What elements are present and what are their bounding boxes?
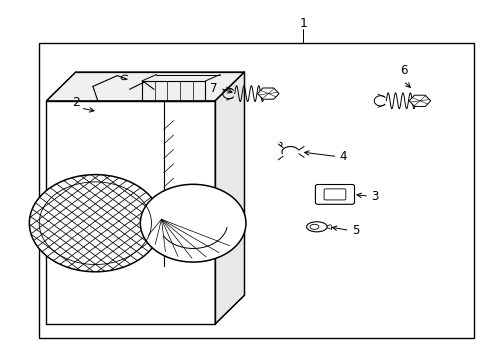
Text: 7: 7 xyxy=(210,82,217,95)
Polygon shape xyxy=(215,72,244,324)
Bar xyxy=(39,43,473,338)
Text: 4: 4 xyxy=(339,150,346,163)
Text: 5: 5 xyxy=(351,224,359,237)
Circle shape xyxy=(29,175,161,272)
Polygon shape xyxy=(46,72,244,101)
Ellipse shape xyxy=(309,224,318,229)
Circle shape xyxy=(140,184,245,262)
FancyBboxPatch shape xyxy=(315,184,354,204)
Text: 2: 2 xyxy=(72,96,80,109)
Polygon shape xyxy=(408,95,430,107)
Text: 1: 1 xyxy=(299,17,306,30)
Text: 3: 3 xyxy=(371,190,378,203)
FancyBboxPatch shape xyxy=(324,189,345,200)
Ellipse shape xyxy=(306,222,326,232)
Text: 6: 6 xyxy=(399,64,407,77)
Polygon shape xyxy=(257,88,279,99)
